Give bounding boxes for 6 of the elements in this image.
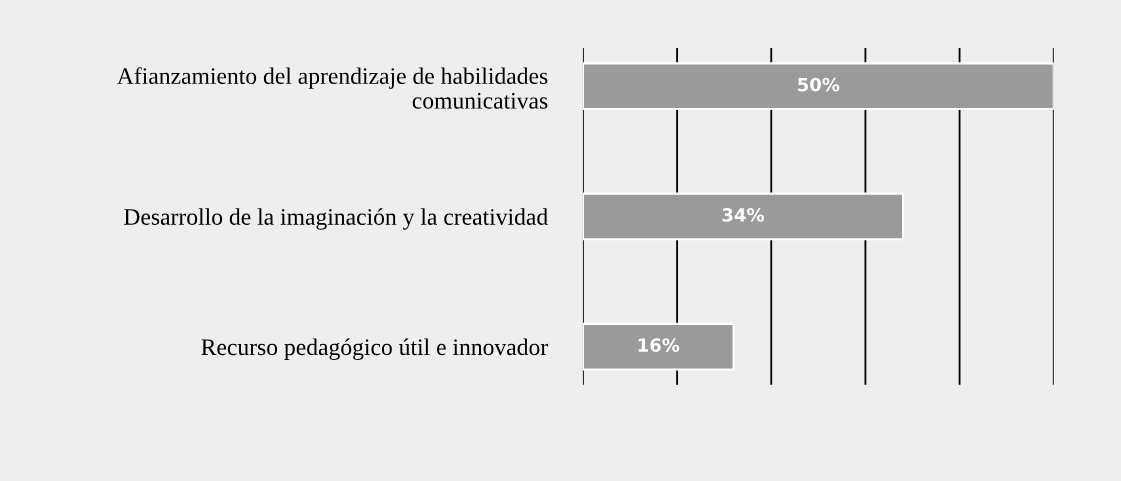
y-tick-label: Desarrollo de la imaginación y la creatividad <box>124 208 548 230</box>
data-label: 34% <box>722 208 765 222</box>
data-label: 16% <box>638 338 680 352</box>
y-tick-label: Recurso pedagógico útil e innovador <box>201 338 548 360</box>
data-label: 50% <box>798 77 840 92</box>
y-tick-label: Afianzamiento del aprendizaje de habilidades comunicativas <box>117 67 548 109</box>
